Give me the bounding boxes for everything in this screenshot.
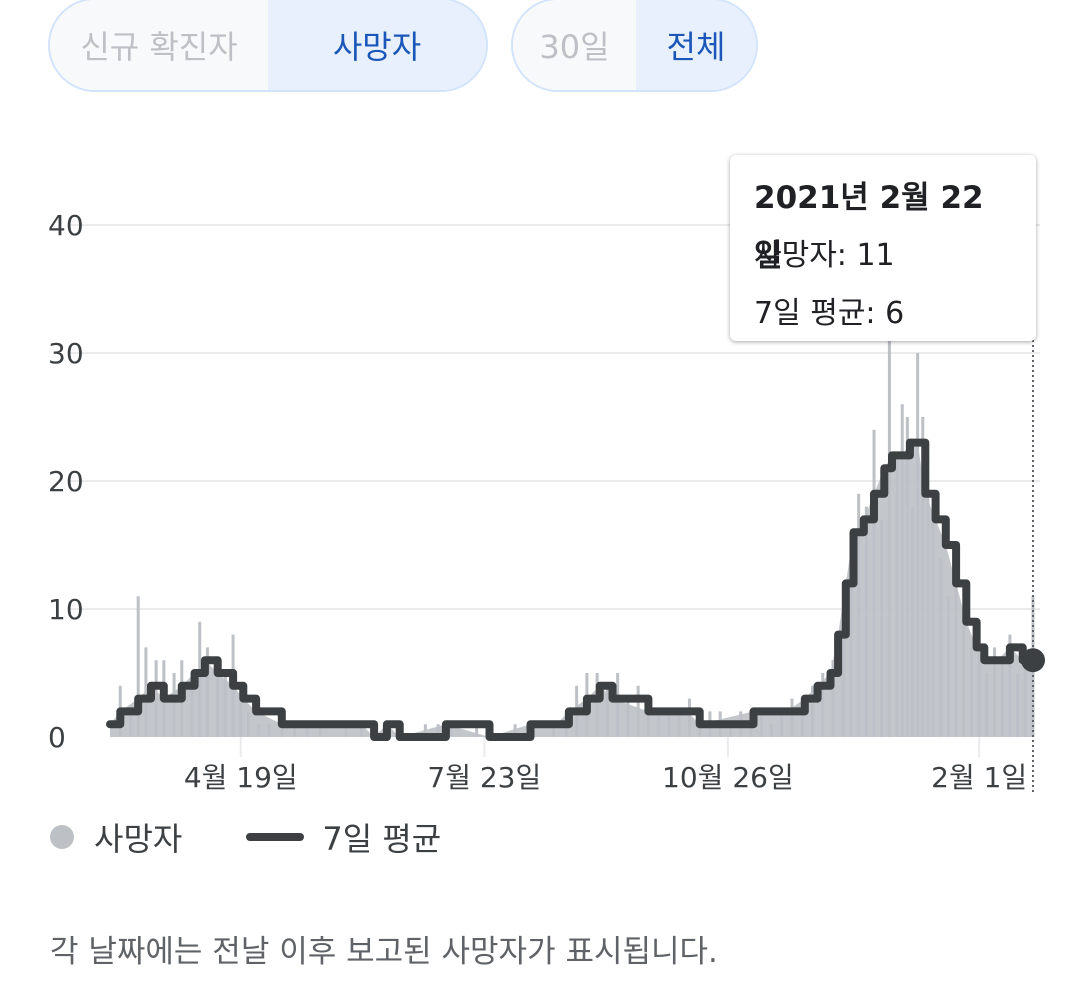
deaths-chart[interactable]: 0 10 20 30 40 4월 19일 7월 23일 10월 26일 2월 1일 xyxy=(0,100,1080,800)
y-tick-label: 30 xyxy=(48,337,84,370)
axis-ticks: 0 10 20 30 40 4월 19일 7월 23일 10월 26일 2월 1일 xyxy=(48,209,1027,794)
x-tick-label: 7월 23일 xyxy=(427,761,541,794)
tab-all-time[interactable]: 전체 xyxy=(636,0,756,90)
tab-30-days[interactable]: 30일 xyxy=(513,0,636,90)
death-bar xyxy=(475,724,479,737)
legend-line-icon xyxy=(246,833,305,841)
tab-deaths[interactable]: 사망자 xyxy=(268,0,486,90)
y-tick-label: 0 xyxy=(48,721,66,754)
average-line-path xyxy=(106,438,1037,741)
death-bar xyxy=(136,596,140,737)
x-tick-label: 2월 1일 xyxy=(931,761,1027,794)
death-bars xyxy=(110,340,1035,737)
tab-new-cases[interactable]: 신규 확진자 xyxy=(50,0,268,90)
tooltip-average: 7일 평균: 6 xyxy=(754,296,905,331)
range-toggle: 30일 전체 xyxy=(511,0,758,92)
y-tick-label: 40 xyxy=(48,209,84,242)
legend-average-label: 7일 평균 xyxy=(322,820,442,858)
legend-deaths-label: 사망자 xyxy=(94,820,183,858)
highlight-marker xyxy=(1021,648,1045,673)
y-tick-label: 10 xyxy=(48,593,84,626)
bar-mass-area xyxy=(110,442,1033,737)
metric-toggle: 신규 확진자 사망자 xyxy=(48,0,488,92)
legend-dot-icon xyxy=(50,825,74,849)
tooltip-date: 2021년 2월 22일 xyxy=(754,180,984,274)
moving-average-line xyxy=(106,340,1045,792)
chart-tooltip: 2021년 2월 22일 사망자: 11 7일 평균: 6 xyxy=(730,155,1036,341)
x-tick-label: 10월 26일 xyxy=(662,761,794,794)
y-tick-label: 20 xyxy=(48,465,84,498)
x-tick-label: 4월 19일 xyxy=(184,761,298,794)
chart-legend: 사망자 7일 평균 xyxy=(50,812,441,862)
footnote: 각 날짜에는 전날 이후 보고된 사망자가 표시됩니다. xyxy=(50,934,718,970)
tooltip-deaths: 사망자: 11 xyxy=(754,238,895,273)
